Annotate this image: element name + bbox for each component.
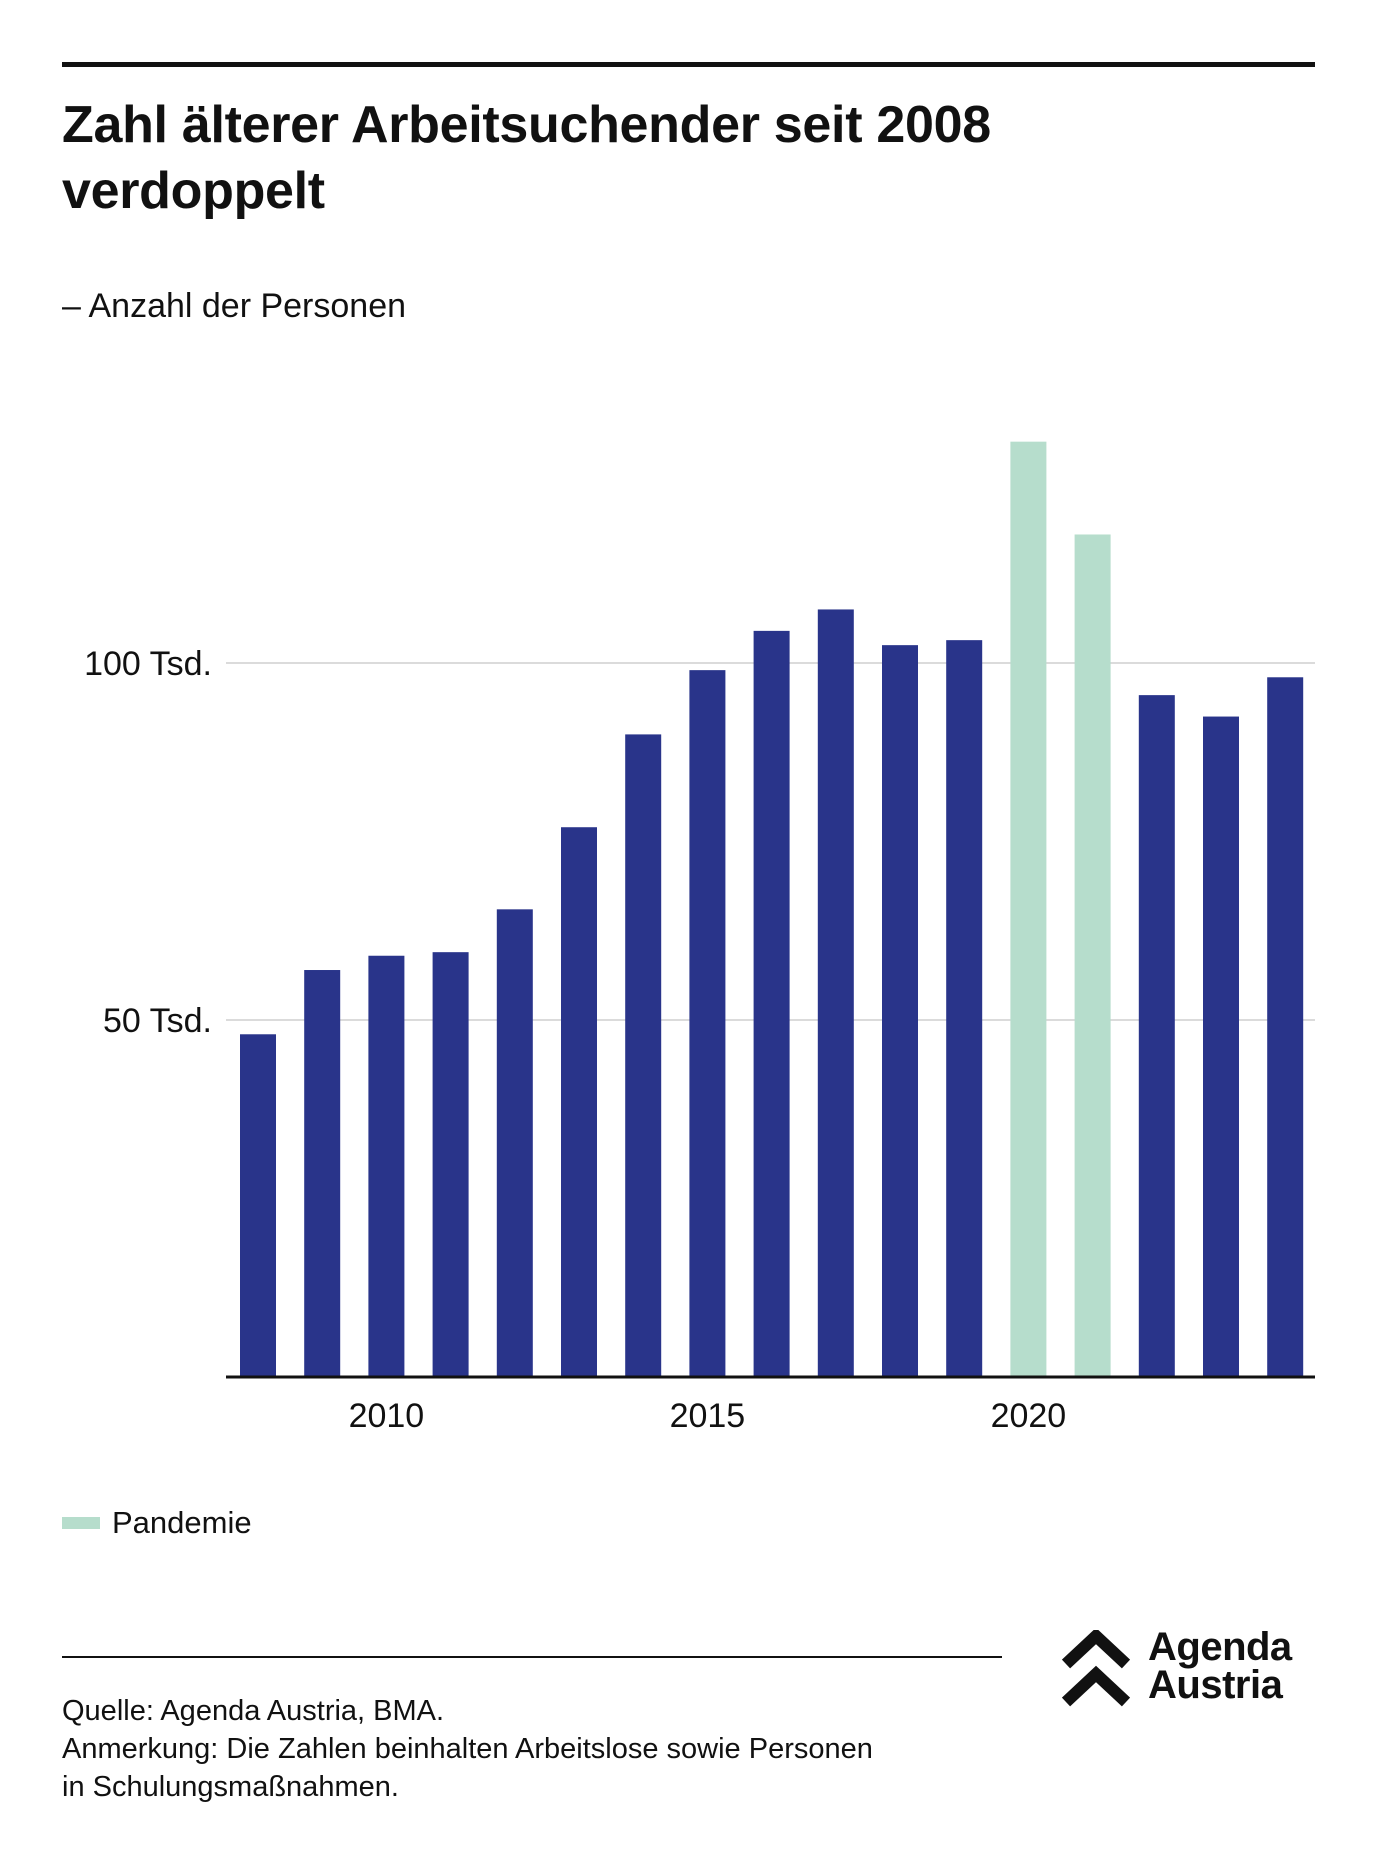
logo-text: Agenda Austria: [1148, 1625, 1292, 1707]
bar-2017: [817, 609, 854, 1377]
y-tick-label: 100 Tsd.: [84, 645, 212, 683]
agenda-austria-logo: Agenda Austria: [1060, 1625, 1320, 1708]
bar-chart: 50 Tsd. 100 Tsd. 2010 2015 2020: [84, 441, 1315, 1435]
remark-line-1: Anmerkung: Die Zahlen beinhalten Arbeits…: [62, 1733, 873, 1765]
bar-2024: [1267, 677, 1304, 1377]
title-line-1: Zahl älterer Arbeitsuchender seit 2008: [62, 96, 991, 154]
legend: Pandemie: [62, 1503, 252, 1543]
double-chevron-logo-icon: [1061, 1630, 1131, 1707]
footer: Quelle: Agenda Austria, BMA. Anmerkung: …: [62, 1692, 873, 1806]
footer-rule: [62, 1656, 1002, 1658]
title-line-2: verdoppelt: [62, 162, 325, 220]
chart-subtitle: – Anzahl der Personen: [62, 287, 407, 325]
bar-2019: [946, 640, 983, 1377]
logo-line-1: Agenda: [1148, 1625, 1292, 1669]
y-tick-label: 50 Tsd.: [103, 1002, 212, 1040]
remark-line-2: in Schulungsmaßnahmen.: [62, 1771, 399, 1803]
bar-2023: [1203, 716, 1239, 1377]
bar-2011: [432, 952, 469, 1377]
bar-2012: [496, 909, 533, 1377]
x-tick-label: 2020: [991, 1397, 1067, 1435]
bar-2018: [882, 645, 918, 1377]
chart-title: Zahl älterer Arbeitsuchender seit 2008 v…: [62, 92, 1262, 224]
x-tick-label: 2010: [349, 1397, 425, 1435]
bar-2021: [1074, 534, 1111, 1377]
x-tick-label: 2015: [670, 1397, 746, 1435]
top-rule: [62, 62, 1315, 67]
bar-2008: [240, 1034, 276, 1377]
logo-line-2: Austria: [1148, 1663, 1283, 1707]
bar-2022: [1138, 695, 1175, 1377]
bar-2009: [304, 970, 341, 1377]
source-note: Quelle: Agenda Austria, BMA.: [62, 1695, 445, 1727]
bar-2020: [1010, 441, 1047, 1377]
legend-swatch-pandemic: [62, 1517, 100, 1529]
bar-2016: [753, 630, 790, 1377]
bar-2010: [368, 955, 405, 1377]
bar-2014: [625, 734, 662, 1377]
bar-2013: [561, 827, 597, 1377]
legend-label: Pandemie: [112, 1505, 252, 1540]
bar-2015: [689, 670, 726, 1377]
